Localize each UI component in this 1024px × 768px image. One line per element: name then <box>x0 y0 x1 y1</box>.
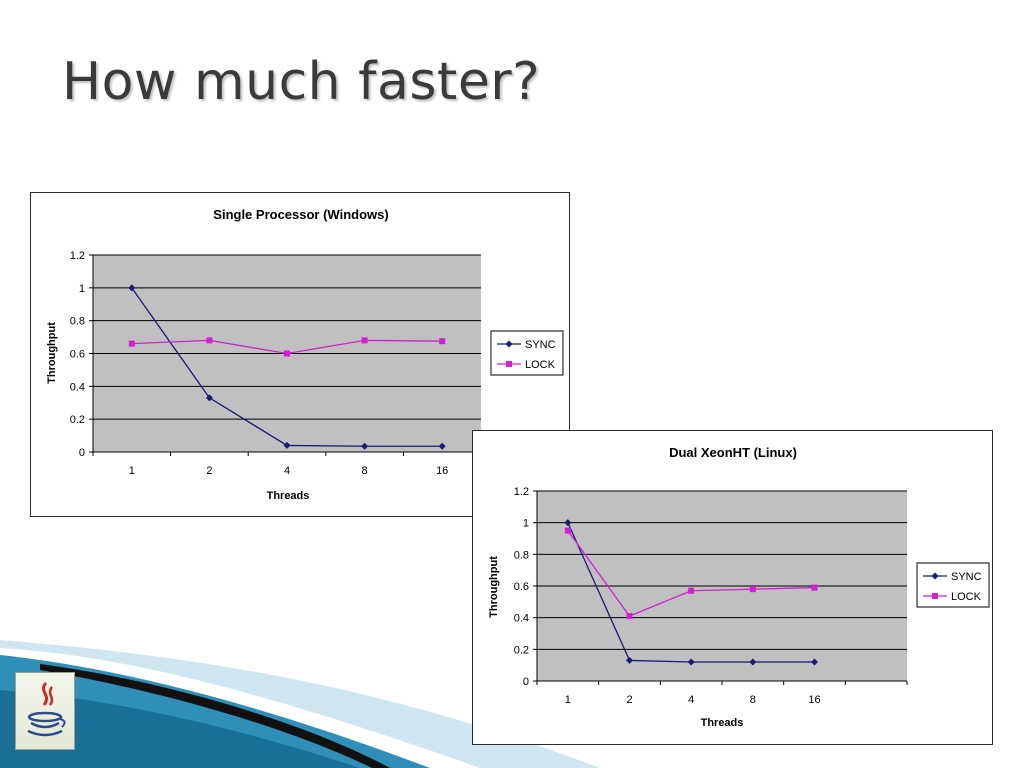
x-axis-label: Threads <box>267 490 310 502</box>
x-tick-label: 8 <box>750 694 756 706</box>
y-tick-label: 0 <box>523 676 529 688</box>
chart-svg: Single Processor (Windows) Throughput Th… <box>46 207 564 502</box>
data-point-lock <box>206 337 213 344</box>
y-tick-label: 0.6 <box>70 349 85 361</box>
data-point-lock <box>688 587 695 594</box>
x-tick-label: 16 <box>436 465 448 477</box>
x-tick-label: 8 <box>362 465 368 477</box>
legend: SYNC LOCK <box>490 330 564 376</box>
chart-dual-xeonht: Dual XeonHT (Linux) Throughput Threads 0… <box>472 430 993 745</box>
legend-marker-sync <box>931 572 939 580</box>
chart-title: Single Processor (Windows) <box>213 207 388 222</box>
data-point-sync <box>205 394 213 402</box>
data-point-lock <box>749 586 756 593</box>
x-tick-label: 1 <box>565 694 571 706</box>
data-point-lock <box>811 584 818 591</box>
legend-marker-sync <box>505 340 513 348</box>
y-tick-label: 0.8 <box>70 316 85 328</box>
chart-single-processor: Single Processor (Windows) Throughput Th… <box>30 192 570 517</box>
data-point-sync <box>687 658 695 666</box>
y-tick-label: 1 <box>523 518 529 530</box>
data-point-sync <box>626 656 633 664</box>
data-point-lock <box>439 338 446 345</box>
java-logo-graphic <box>27 681 66 737</box>
legend-marker-lock <box>506 361 512 367</box>
legend-label-sync: SYNC <box>951 571 982 583</box>
x-tick-label: 16 <box>808 694 820 706</box>
data-point-sync <box>361 442 369 450</box>
chart-title: Dual XeonHT (Linux) <box>669 445 797 460</box>
x-tick-label: 2 <box>206 465 212 477</box>
legend: SYNC LOCK <box>916 562 990 608</box>
data-point-lock <box>626 613 633 620</box>
y-tick-label: 1.2 <box>70 250 85 262</box>
x-axis-label: Threads <box>701 717 744 729</box>
data-point-lock <box>564 527 571 534</box>
y-axis-label: Throughput <box>46 322 58 384</box>
data-point-sync <box>564 519 572 527</box>
data-point-lock <box>284 350 290 357</box>
x-tick-label: 4 <box>284 465 290 477</box>
chart-svg: Dual XeonHT (Linux) Throughput Threads 0… <box>488 445 990 729</box>
data-point-sync <box>283 441 291 449</box>
x-tick-label: 2 <box>626 694 632 706</box>
legend-label-lock: LOCK <box>525 359 556 371</box>
legend-marker-lock <box>932 593 938 599</box>
data-point-sync <box>128 284 136 292</box>
y-tick-label: 0.6 <box>514 581 529 593</box>
y-tick-label: 0.4 <box>514 613 529 625</box>
y-tick-label: 1.2 <box>514 486 529 498</box>
y-tick-label: 1 <box>79 283 85 295</box>
x-tick-label: 4 <box>688 694 694 706</box>
y-tick-label: 0.2 <box>70 414 85 426</box>
legend-box <box>916 562 990 608</box>
y-tick-label: 0.4 <box>70 381 85 393</box>
y-tick-label: 0.2 <box>514 644 529 656</box>
java-coffee-cup-icon <box>15 672 75 750</box>
slide-title: How much faster? <box>62 52 541 112</box>
y-tick-label: 0.8 <box>514 549 529 561</box>
y-tick-label: 0 <box>79 447 85 459</box>
x-tick-label: 1 <box>129 465 135 477</box>
data-point-lock <box>361 337 368 344</box>
data-point-sync <box>438 442 446 450</box>
plot-area: 0 0.2 0.4 0.6 0.8 1 1.2 1 2 4 8 16 <box>514 486 908 706</box>
legend-box <box>490 330 564 376</box>
legend-label-sync: SYNC <box>525 339 556 351</box>
legend-label-lock: LOCK <box>951 591 982 603</box>
y-axis-label: Throughput <box>488 556 500 618</box>
data-point-lock <box>128 340 135 347</box>
data-point-sync <box>811 658 818 666</box>
plot-area: 0 0.2 0.4 0.6 0.8 1 1.2 1 2 4 8 16 <box>70 250 482 477</box>
data-point-sync <box>749 658 757 666</box>
